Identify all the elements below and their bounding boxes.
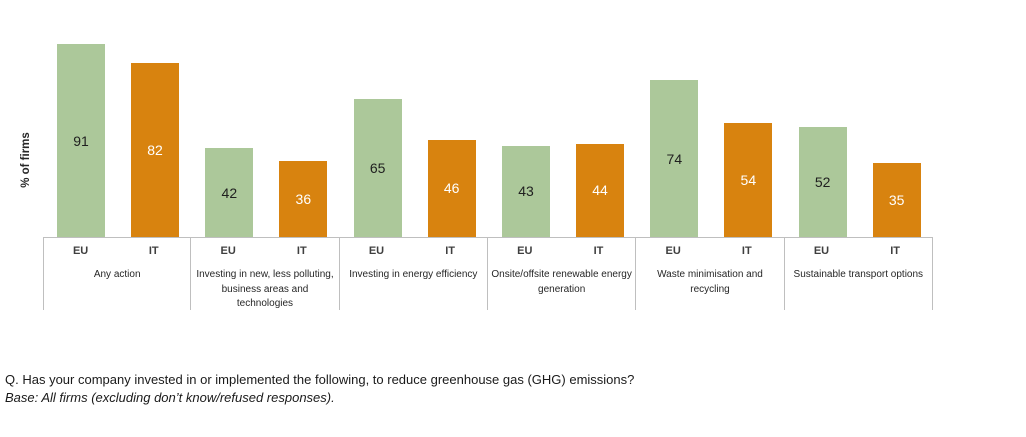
footnote: Q. Has your company invested in or imple… (5, 371, 634, 407)
axis-column-2: EU IT Investing in new, less polluting, bu… (191, 238, 340, 310)
series-label-eu: EU (72, 245, 89, 257)
series-label-row: EU IT (488, 238, 635, 262)
axis-column-1: EU IT Any action (43, 238, 192, 310)
bar-eu-1: 91 (57, 44, 105, 237)
series-label-eu: EU (368, 245, 385, 257)
category-label: Investing in new, less polluting, busine… (196, 269, 334, 309)
series-label-eu: EU (813, 245, 830, 257)
series-label-it: IT (890, 245, 901, 257)
bar-eu-4: 43 (502, 145, 550, 237)
series-label-row: EU IT (785, 238, 932, 262)
series-label-row: EU IT (636, 238, 783, 262)
bar-value-label: 52 (814, 173, 831, 190)
bar-group-5: 74 54 (636, 25, 784, 237)
series-label-it: IT (148, 245, 159, 257)
category-label: Sustainable transport options (793, 269, 924, 280)
bar-value-label: 43 (518, 183, 534, 200)
series-label-eu: EU (220, 245, 236, 257)
series-label-row: EU IT (340, 238, 487, 262)
bar-value-label: 44 (592, 182, 608, 199)
category-label: Waste minimisation and recycling (657, 269, 763, 295)
plot-area: 91 82 42 36 65 46 43 44 74 54 52 35 (43, 25, 933, 237)
series-label-row: EU IT (191, 238, 338, 262)
bar-eu-3: 65 (353, 99, 402, 237)
base-text: Base: All firms (excluding don’t know/re… (5, 390, 335, 405)
bar-group-6: 52 35 (785, 25, 933, 237)
bar-group-4: 43 44 (488, 25, 636, 237)
bar-it-3: 46 (427, 139, 476, 237)
bar-group-3: 65 46 (340, 25, 488, 237)
bar-it-6: 35 (872, 162, 921, 237)
axis-column-5: EU IT Waste minimisation and recycling (636, 238, 785, 310)
axis-column-3: EU IT Investing in energy efficiency (340, 238, 488, 310)
series-label-eu: EU (517, 245, 533, 257)
bar-it-2: 36 (279, 160, 328, 237)
bar-value-label: 35 (888, 191, 905, 208)
bar-value-label: 36 (295, 190, 312, 207)
category-label: Onsite/offsite renewable energy generati… (491, 269, 632, 295)
category-label: Any action (93, 269, 141, 280)
series-label-row: EU IT (44, 238, 190, 262)
bar-it-1: 82 (131, 63, 179, 237)
series-label-it: IT (296, 245, 307, 257)
category-axis-table: EU IT Any action EU IT Investing in new, less… (43, 237, 933, 310)
bar-eu-2: 42 (205, 148, 254, 237)
bar-eu-6: 52 (798, 126, 847, 237)
series-label-eu: EU (665, 245, 681, 257)
axis-column-4: EU IT Onsite/offsite renewable energy gene… (488, 238, 637, 310)
bar-value-label: 91 (73, 132, 89, 149)
category-label: Investing in energy efficiency (349, 269, 478, 280)
bar-value-label: 46 (443, 180, 460, 197)
bar-eu-5: 74 (650, 80, 699, 237)
series-label-it: IT (593, 245, 604, 257)
axis-column-6: EU IT Sustainable transport options (785, 238, 933, 310)
y-axis-label: % of firms (20, 132, 32, 188)
bar-it-4: 44 (576, 143, 624, 237)
bar-value-label: 65 (369, 160, 386, 177)
series-label-it: IT (445, 245, 456, 257)
bar-group-1: 91 82 (43, 25, 191, 237)
bar-it-5: 54 (724, 122, 773, 237)
series-label-it: IT (741, 245, 752, 257)
bar-value-label: 82 (147, 142, 163, 159)
bar-group-2: 42 36 (191, 25, 339, 237)
question-text: Q. Has your company invested in or imple… (5, 372, 635, 387)
bar-value-label: 74 (666, 150, 683, 167)
bar-value-label: 54 (740, 171, 757, 188)
bar-value-label: 42 (221, 184, 238, 201)
